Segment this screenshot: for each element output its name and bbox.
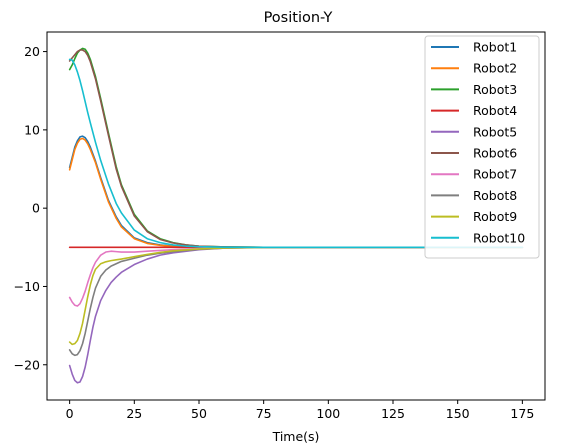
- x-tick-label: 25: [126, 406, 142, 421]
- legend-label: Robot10: [473, 230, 525, 245]
- legend-label: Robot1: [473, 40, 517, 55]
- legend-label: Robot6: [473, 146, 517, 161]
- legend-label: Robot2: [473, 61, 517, 76]
- x-tick-label: 175: [510, 406, 534, 421]
- y-tick-label: 20: [24, 44, 40, 59]
- legend-label: Robot8: [473, 188, 517, 203]
- x-axis-ticks: 0 25 50 75 100 125 150 175: [66, 400, 534, 421]
- x-tick-label: 125: [381, 406, 405, 421]
- plot-frame: [46, 31, 546, 401]
- series-line-robot10: [68, 58, 524, 249]
- legend-box: [424, 35, 540, 259]
- x-tick-label: 100: [316, 406, 340, 421]
- legend-label: Robot3: [473, 82, 517, 97]
- y-tick-label: −10: [14, 279, 40, 294]
- series-lines: [68, 47, 524, 384]
- y-axis-ticks: −20 −10 0 10 20: [14, 44, 47, 372]
- y-tick-label: 10: [24, 122, 40, 137]
- y-tick-label: −20: [14, 357, 40, 372]
- x-tick-label: 75: [256, 406, 272, 421]
- legend-label: Robot4: [473, 103, 517, 118]
- y-tick-label: 0: [32, 201, 40, 216]
- x-tick-label: 150: [446, 406, 470, 421]
- legend-label: Robot9: [473, 209, 517, 224]
- x-tick-label: 50: [191, 406, 207, 421]
- chart-title: Position-Y: [264, 10, 333, 26]
- x-tick-label: 0: [66, 406, 74, 421]
- legend-label: Robot5: [473, 124, 517, 139]
- legend-label: Robot7: [473, 167, 517, 182]
- legend: Robot1 Robot2 Robot3 Robot4 Robot5 Robot6 Robo…: [424, 35, 540, 259]
- x-axis-label: Time(s): [272, 429, 320, 444]
